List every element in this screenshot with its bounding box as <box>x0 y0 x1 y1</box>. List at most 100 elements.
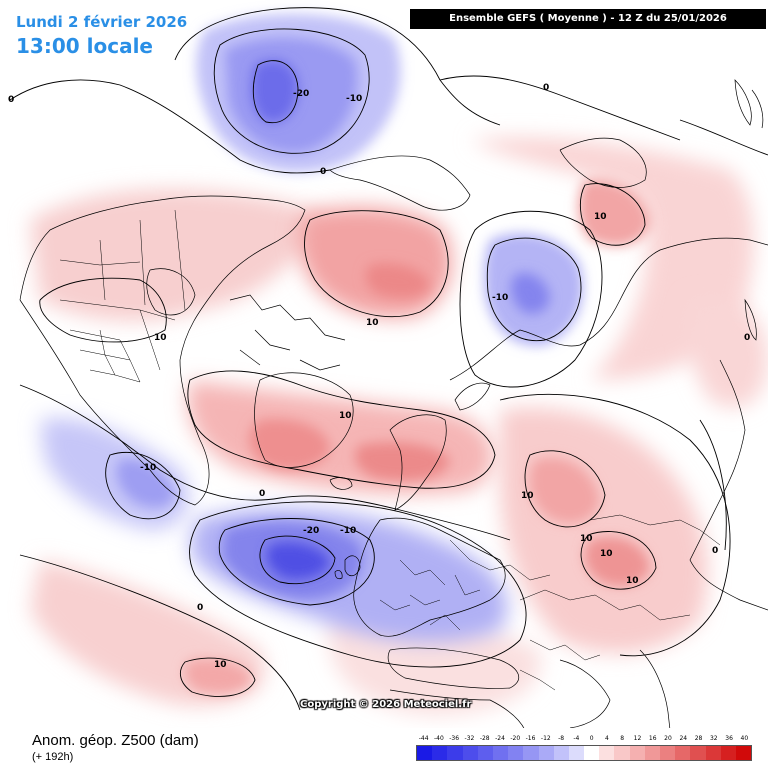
legend-swatch <box>675 746 691 760</box>
negative-anomaly-alaska-core <box>251 60 298 123</box>
legend-swatch <box>523 746 539 760</box>
legend-label: 4 <box>604 735 609 742</box>
positive-anomaly-greenland-core <box>249 419 330 470</box>
legend-label: 0 <box>589 735 594 742</box>
forecast-date: Lundi 2 février 2026 <box>16 13 188 31</box>
legend-swatch <box>508 746 524 760</box>
coastline-canadian-archipelago <box>229 294 346 371</box>
legend-label: -36 <box>449 735 460 742</box>
contour-east-zero <box>679 119 768 551</box>
positive-anomaly-himalaya-core <box>584 536 650 587</box>
positive-anomaly-band-north-america <box>30 189 330 321</box>
border-europe-countries <box>379 559 481 631</box>
contour-zero-atlantic <box>19 384 511 541</box>
legend-label: -44 <box>418 735 429 742</box>
legend-swatch <box>584 746 600 760</box>
contour-label-atlantic-minus10: -10 <box>340 526 356 536</box>
border-china-mongolia <box>589 514 721 546</box>
legend-label: -12 <box>540 735 551 742</box>
legend-swatch <box>492 746 509 760</box>
legend-swatch <box>553 746 569 760</box>
legend-swatch <box>629 746 645 760</box>
legend-swatch <box>660 746 676 760</box>
contour-label-central-asia-plus10: 10 <box>521 491 534 501</box>
legend-label: -28 <box>479 735 490 742</box>
border-us-canada <box>59 299 176 321</box>
legend-label: 12 <box>633 735 642 742</box>
coastlines <box>19 79 768 730</box>
contour-label-zero-far-east: 0 <box>744 333 750 343</box>
coastline-scandinavia <box>389 414 447 511</box>
forecast-local-time: 13:00 locale <box>16 34 153 58</box>
contour-arctic-plus10 <box>304 210 449 318</box>
contour-alaska-minus20 <box>252 60 299 124</box>
coastline-kamchatka <box>559 137 647 188</box>
legend-label: 36 <box>725 735 733 742</box>
contour-east-siberia-zero <box>459 210 603 388</box>
legend-label: 32 <box>709 735 718 742</box>
contour-asia-zero <box>499 393 731 657</box>
positive-anomaly-scandinavia-core <box>355 442 450 481</box>
border-canada-provinces <box>59 209 186 311</box>
legend-scale-labels: -44 -40 -36 -32 -28 -24 -20 -16 -12 -8 -4 0 4 8 12 16 20… <box>416 735 752 745</box>
coastline-east-asia <box>689 359 768 611</box>
anomaly-shading <box>30 13 768 715</box>
contour-atlantic-minus10 <box>218 518 375 606</box>
map-panel: -20 -10 0 0 10 10 -10 10 0 10 10 0 -10 1… <box>8 7 768 730</box>
anomaly-map: -20 -10 0 0 10 10 -10 10 0 10 10 0 -10 1… <box>8 7 768 730</box>
lead-time-label: (+ 192h) <box>32 751 74 763</box>
positive-anomaly-asia <box>500 407 708 654</box>
legend-swatch <box>614 746 630 760</box>
coastline-sakhalin <box>734 79 764 129</box>
contour-label-north-america-plus10: 10 <box>154 333 167 343</box>
legend-swatch <box>462 746 478 760</box>
political-borders <box>59 209 721 691</box>
legend-label: -24 <box>495 735 505 742</box>
contour-label-atlantic-minus20: -20 <box>303 526 319 536</box>
positive-anomaly-arctic-core <box>365 263 430 298</box>
legend-label: 28 <box>694 735 703 742</box>
contour-atlantic-minus20 <box>259 535 336 585</box>
border-middle-east <box>519 639 601 691</box>
contour-himalaya-plus10 <box>580 531 657 590</box>
contour-pacific-plus10 <box>179 657 256 697</box>
contour-east-siberia-minus10 <box>486 237 582 342</box>
coastline-mediterranean <box>387 647 520 689</box>
contour-label-asia-plus10: 10 <box>626 576 639 586</box>
model-run-banner: Ensemble GEFS ( Moyenne ) - 12 Z du 25/0… <box>410 9 766 29</box>
contour-pacific-zero <box>19 554 301 711</box>
contour-label-zero-bering: 0 <box>320 167 326 177</box>
contour-label-china-plus10: 10 <box>600 549 613 559</box>
legend-label: -32 <box>464 735 475 742</box>
coastline-north-asia <box>449 237 768 381</box>
contour-label-zero-mid-atlantic: 0 <box>259 489 265 499</box>
border-russia-west <box>449 539 551 581</box>
positive-anomaly-east-siberia-core <box>578 179 650 247</box>
legend-swatch <box>599 746 615 760</box>
legend-label: 24 <box>679 735 688 742</box>
contour-label-zero-east-asia: 0 <box>712 546 718 556</box>
contour-label-zero-pacific: 0 <box>197 603 203 613</box>
coastline-india <box>639 649 671 730</box>
border-central-asia <box>519 589 691 621</box>
legend-label: -40 <box>434 735 444 742</box>
contour-label-arctic-plus10: 10 <box>366 318 379 328</box>
contour-label-alaska-minus20: -20 <box>293 89 309 99</box>
color-legend <box>416 745 752 761</box>
contour-alaska-minus10 <box>213 28 370 154</box>
legend-label: 8 <box>620 735 625 742</box>
contour-central-asia-plus10 <box>524 450 606 528</box>
contour-label-west-america-minus10: -10 <box>140 463 156 473</box>
contour-label-alaska-minus10: -10 <box>346 94 362 104</box>
legend-label: -8 <box>558 735 565 742</box>
coastline-arabia <box>559 659 611 729</box>
coastline-europe <box>353 517 506 637</box>
variable-label: Anom. géop. Z500 (dam) <box>32 732 199 749</box>
contour-label-pacific-plus10: 10 <box>214 660 227 670</box>
positive-anomaly-siberia <box>470 137 754 380</box>
border-us-states <box>69 309 161 383</box>
positive-anomaly-far-east <box>686 297 768 408</box>
contour-zero-north-pacific <box>9 7 501 174</box>
legend-label: 40 <box>740 735 749 742</box>
contour-label-zero-northeast: 0 <box>543 83 549 93</box>
